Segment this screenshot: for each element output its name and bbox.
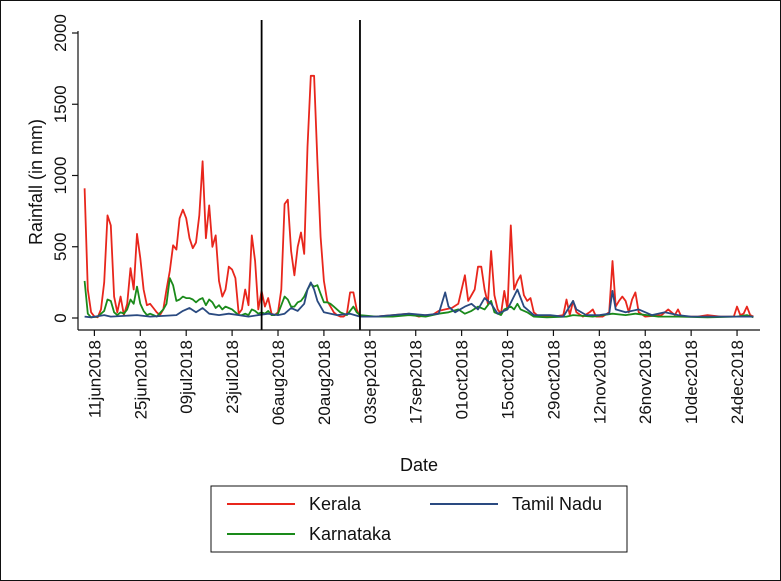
plot-area: [83, 20, 754, 330]
y-tick-label: 500: [51, 233, 70, 261]
x-tick-label: 26nov2018: [636, 340, 655, 424]
x-axis-title: Date: [400, 455, 438, 475]
y-axis-ticks: 0 500 1000 1500 2000: [51, 14, 78, 323]
x-tick-label: 12nov2018: [590, 340, 609, 424]
x-tick-label: 11jun2018: [85, 340, 104, 418]
legend-label-kerala: Kerala: [309, 494, 362, 514]
legend-label-karnataka: Karnataka: [309, 524, 392, 544]
x-axis-ticks: 11jun2018 25jun2018 09jul2018 23jul2018 06au…: [85, 330, 747, 425]
x-tick-label: 25jun2018: [131, 340, 150, 419]
x-tick-label: 09jul2018: [177, 340, 196, 414]
x-tick-label: 20aug2018: [315, 340, 334, 425]
y-axis-title: Rainfall (in mm): [26, 119, 46, 245]
x-tick-label: 10dec2018: [682, 340, 701, 424]
x-tick-label: 06aug2018: [269, 340, 288, 425]
series-line-tamil-nadu: [84, 281, 754, 319]
x-tick-label: 23jul2018: [223, 340, 242, 414]
series-line-kerala: [83, 74, 754, 319]
y-tick-label: 1500: [51, 85, 70, 123]
x-tick-label: 29oct2018: [544, 340, 563, 419]
series-line-karnataka: [83, 277, 754, 319]
legend: Kerala Karnataka Tamil Nadu: [210, 485, 628, 553]
x-tick-label: 01oct2018: [453, 340, 472, 419]
legend-box: [210, 485, 628, 553]
y-tick-label: 2000: [51, 14, 70, 52]
x-tick-label: 15oct2018: [499, 340, 518, 419]
x-tick-label: 24dec2018: [728, 340, 747, 424]
y-tick-label: 0: [51, 313, 70, 322]
x-tick-label: 17sep2018: [407, 340, 426, 424]
legend-label-tamil-nadu: Tamil Nadu: [512, 494, 602, 514]
y-tick-label: 1000: [51, 157, 70, 195]
x-tick-label: 03sep2018: [361, 340, 380, 424]
